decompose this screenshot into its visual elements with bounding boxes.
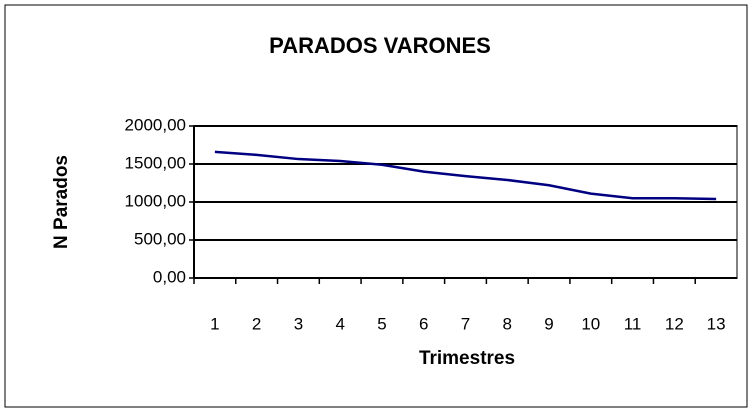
y-tick-label: 1500,00 — [125, 153, 186, 172]
x-axis-label: Trimestres — [419, 348, 515, 369]
x-tick-label: 13 — [707, 314, 726, 333]
y-tick-label: 500,00 — [134, 229, 186, 248]
x-tick-label: 9 — [544, 314, 553, 333]
x-tick-label: 5 — [377, 314, 386, 333]
y-tick-label: 0,00 — [153, 267, 186, 286]
x-tick-label: 11 — [624, 314, 642, 333]
data-line — [214, 150, 717, 201]
chart-title: PARADOS VARONES — [269, 33, 491, 58]
x-tick-label: 1 — [210, 314, 219, 333]
x-tick-label: 4 — [335, 314, 344, 333]
x-tick-label: 3 — [294, 314, 303, 333]
y-tick-label: 1000,00 — [125, 191, 186, 210]
y-axis-label: N Parados — [51, 155, 72, 249]
x-tick-label: 7 — [461, 314, 470, 333]
x-tick-label: 6 — [419, 314, 428, 333]
x-tick-label: 10 — [581, 314, 600, 333]
x-tick-label: 12 — [665, 314, 684, 333]
chart-frame — [4, 4, 748, 408]
y-tick-label: 2000,00 — [125, 115, 186, 134]
x-tick-label: 2 — [252, 314, 261, 333]
x-tick-label: 8 — [503, 314, 512, 333]
